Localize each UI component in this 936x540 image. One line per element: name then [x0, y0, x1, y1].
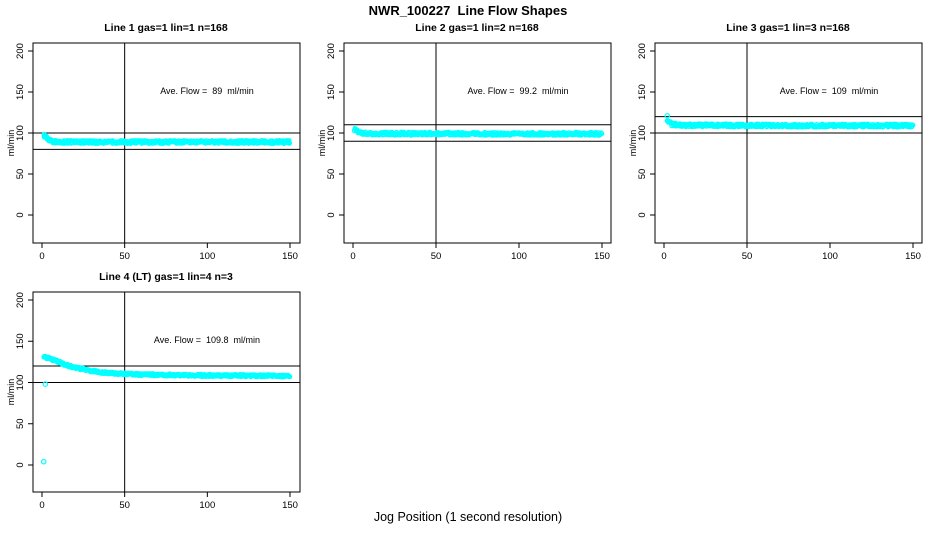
svg-text:100: 100	[15, 375, 26, 391]
svg-text:150: 150	[15, 84, 26, 100]
x-axis-label: Jog Position (1 second resolution)	[373, 510, 563, 524]
svg-text:100: 100	[199, 500, 215, 511]
panel-2-title: Line 2 gas=1 lin=2 n=168	[415, 22, 539, 34]
svg-text:50: 50	[15, 418, 26, 429]
panel-1-data-points	[41, 131, 293, 147]
panel-3-frame	[654, 42, 923, 244]
svg-text:200: 200	[326, 43, 337, 59]
panel-1-axes: 0 50 100 150 0 50 100 150 200	[15, 43, 298, 262]
svg-text:0: 0	[39, 251, 44, 262]
svg-text:100: 100	[511, 251, 527, 262]
panel-2-y-axis-label: ml/min	[317, 129, 327, 157]
panel-1: 0 50 100 150 0 50 100 150 200	[15, 42, 301, 262]
panel-4-ave-flow-annotation: Ave. Flow = 109.8 ml/min	[153, 335, 261, 345]
svg-text:0: 0	[39, 500, 44, 511]
svg-text:0: 0	[15, 212, 26, 217]
svg-text:50: 50	[742, 251, 753, 262]
panel-4-title: Line 4 (LT) gas=1 lin=4 n=3	[99, 271, 233, 283]
panel-2-frame	[343, 42, 612, 244]
panel-1-title: Line 1 gas=1 lin=1 n=168	[104, 22, 228, 34]
svg-text:0: 0	[637, 212, 648, 217]
svg-text:100: 100	[822, 251, 838, 262]
svg-text:100: 100	[637, 125, 648, 141]
panel-4-axes: 0 50 100 150 0 50 100 150 200	[15, 292, 298, 511]
svg-text:0: 0	[326, 212, 337, 217]
panel-1-frame	[32, 42, 301, 244]
panel-1-y-axis-label: ml/min	[6, 129, 16, 157]
svg-text:50: 50	[119, 500, 130, 511]
svg-text:50: 50	[326, 169, 337, 180]
panel-4-y-axis-label: ml/min	[6, 378, 16, 406]
panel-3-data-points	[664, 113, 916, 130]
svg-text:150: 150	[326, 84, 337, 100]
svg-text:150: 150	[637, 84, 648, 100]
figure-title: NWR_100227 Line Flow Shapes	[368, 3, 568, 18]
svg-text:200: 200	[637, 43, 648, 59]
panel-2-reference-lines	[344, 43, 611, 243]
panel-2: 0 50 100 150 0 50 100 150 200	[326, 42, 612, 262]
svg-text:50: 50	[637, 169, 648, 180]
svg-text:50: 50	[119, 251, 130, 262]
svg-text:150: 150	[282, 500, 298, 511]
svg-text:150: 150	[282, 251, 298, 262]
svg-text:150: 150	[594, 251, 610, 262]
panel-3-ave-flow-annotation: Ave. Flow = 109 ml/min	[779, 86, 879, 96]
panel-1-ave-flow-annotation: Ave. Flow = 89 ml/min	[160, 86, 254, 96]
svg-text:0: 0	[661, 251, 666, 262]
panel-3: 0 50 100 150 0 50 100 150 200	[637, 42, 923, 262]
panel-2-data-points	[351, 125, 605, 138]
svg-text:150: 150	[15, 333, 26, 349]
svg-text:100: 100	[199, 251, 215, 262]
panel-4-frame	[32, 291, 301, 493]
panel-3-title: Line 3 gas=1 lin=3 n=168	[726, 22, 850, 34]
svg-text:150: 150	[905, 251, 921, 262]
panel-3-axes: 0 50 100 150 0 50 100 150 200	[637, 43, 921, 262]
panel-2-axes: 0 50 100 150 0 50 100 150 200	[326, 43, 610, 262]
svg-text:0: 0	[15, 462, 26, 467]
panel-4: 0 50 100 150 0 50 100 150 200	[15, 291, 301, 511]
panel-3-reference-lines	[655, 43, 922, 243]
panel-3-y-axis-label: ml/min	[628, 129, 638, 157]
svg-text:50: 50	[431, 251, 442, 262]
svg-text:0: 0	[350, 251, 355, 262]
svg-text:100: 100	[326, 125, 337, 141]
svg-text:50: 50	[15, 169, 26, 180]
svg-text:100: 100	[15, 125, 26, 141]
panel-4-reference-lines	[33, 292, 300, 492]
svg-text:200: 200	[15, 292, 26, 308]
panel-4-data-points	[40, 354, 293, 465]
panel-2-ave-flow-annotation: Ave. Flow = 99.2 ml/min	[467, 86, 569, 96]
svg-text:200: 200	[15, 43, 26, 59]
